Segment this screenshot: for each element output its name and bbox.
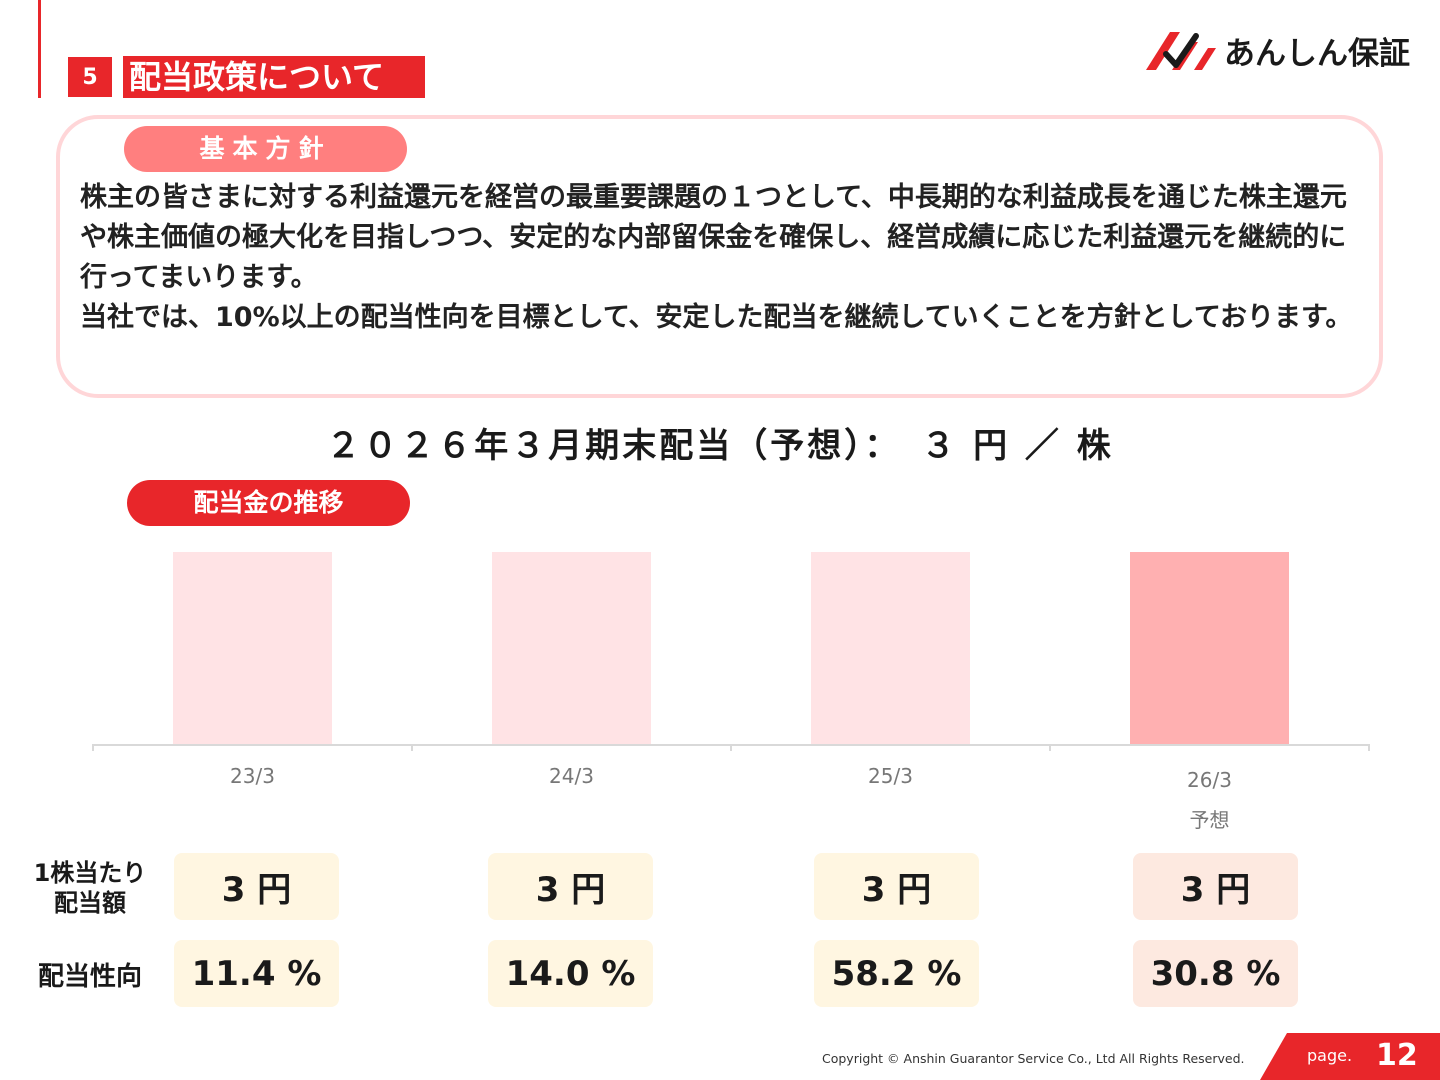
page-number: 12 [1376,1038,1418,1073]
policy-tag: 基本方針 [124,126,407,172]
x-tick-label: 26/3 [1187,768,1232,792]
page-title: 配当政策について [123,56,425,98]
dividend-trend-tag: 配当金の推移 [127,480,410,526]
page-badge [1260,1033,1440,1080]
bar-24-3 [492,552,651,744]
policy-paragraph-2: 当社では、10%以上の配当性向を目標として、安定した配当を継続していくことを方針… [80,302,1353,333]
brand-logo: あんしん保証 [1146,30,1410,72]
payout-ratio-label: 配当性向 [37,962,142,992]
page-label: page. [1307,1046,1353,1065]
brand-mark-icon [1146,32,1216,70]
payout-cell-23: 11.4 % [174,940,339,1007]
payout-cell-26: 30.8 % [1133,940,1298,1007]
dividend-cell-23: 3 円 [174,853,339,920]
payout-cell-25: 58.2 % [814,940,979,1007]
x-tick-note: 予想 [1190,808,1230,832]
section-number: 5 [68,57,112,97]
dividend-cell-24: 3 円 [488,853,653,920]
x-tick-label: 24/3 [549,764,594,788]
copyright: Copyright © Anshin Guarantor Service Co.… [822,1051,1245,1066]
payout-cell-24: 14.0 % [488,940,653,1007]
policy-text: 株主の皆さまに対する利益還元を経営の最重要課題の１つとして、中長期的な利益成長を… [80,178,1370,338]
dividend-cell-25: 3 円 [814,853,979,920]
dividend-per-share-label-line2: 配当額 [54,889,126,917]
dividend-bar-chart: 23/3 24/3 25/3 26/3 予想 [92,552,1370,832]
brand-name: あんしん保証 [1224,35,1410,72]
x-tick-label: 25/3 [868,764,913,788]
dividend-per-share-label-line1: 1株当たり [33,859,147,887]
dividend-per-share-label: 1株当たり 配当額 [20,858,160,918]
bar-23-3 [173,552,332,744]
bar-25-3 [811,552,970,744]
header-accent-rule [38,0,41,98]
policy-paragraph-1: 株主の皆さまに対する利益還元を経営の最重要課題の１つとして、中長期的な利益成長を… [80,182,1347,293]
x-tick-label: 23/3 [230,764,275,788]
bar-26-3 [1130,552,1289,744]
dividend-forecast-headline: ２０２６年３月期末配当（予想）： ３ 円 ／ 株 [326,426,1114,466]
dividend-cell-26: 3 円 [1133,853,1298,920]
